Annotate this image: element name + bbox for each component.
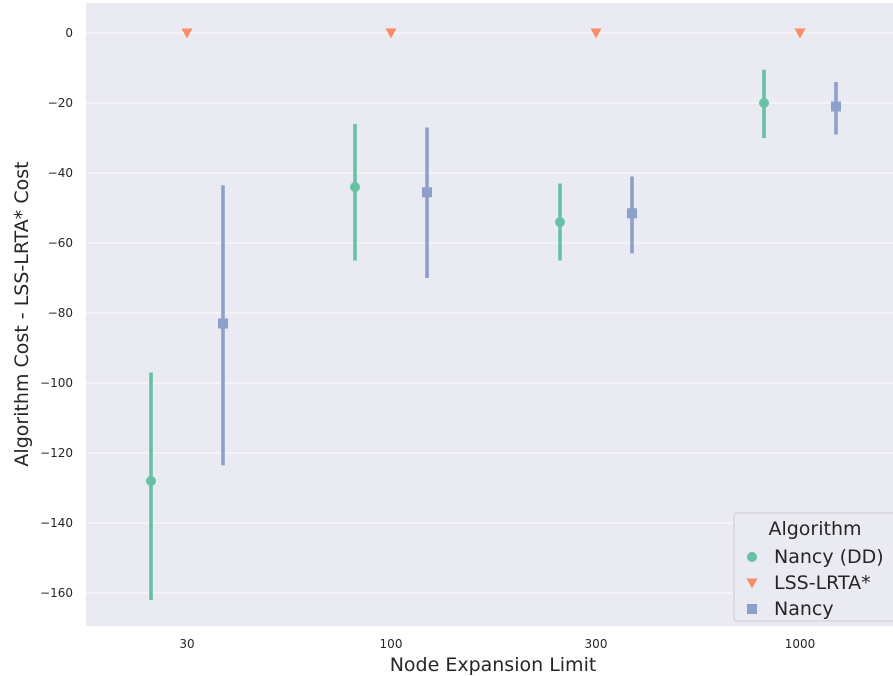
legend: Algorithm Nancy (DD) LSS-LRTA* Nancy	[733, 512, 893, 622]
legend-marker	[747, 604, 757, 614]
data-point	[350, 182, 360, 192]
data-point	[627, 208, 637, 219]
series-lss-lrta	[181, 28, 806, 39]
y-tick-label: −100	[40, 376, 73, 390]
legend-items: Nancy (DD) LSS-LRTA* Nancy	[746, 546, 884, 620]
x-tick-label: 100	[380, 637, 403, 651]
legend-label: Nancy	[774, 598, 834, 620]
data-point	[218, 318, 228, 329]
data-point	[555, 217, 565, 227]
data-marks	[146, 28, 841, 600]
y-axis-title: Algorithm Cost - LSS-LRTA* Cost	[11, 161, 33, 466]
y-tick-label: −20	[48, 96, 73, 110]
y-tick-label: −60	[48, 236, 73, 250]
legend-label: Nancy (DD)	[774, 546, 884, 568]
x-tick-label: 30	[179, 637, 194, 651]
data-point	[422, 187, 432, 198]
y-tick-label: −80	[48, 306, 73, 320]
y-tick-label: −120	[40, 446, 73, 460]
legend-marker	[746, 578, 758, 589]
grid-lines	[86, 32, 893, 594]
data-point	[590, 28, 602, 39]
data-point	[146, 476, 156, 486]
x-axis-title: Node Expansion Limit	[390, 654, 597, 676]
legend-marker	[747, 552, 757, 562]
data-point	[794, 28, 806, 39]
x-axis-ticks: 30 100 300 1000	[179, 637, 815, 651]
y-tick-label: −40	[48, 166, 73, 180]
data-point	[831, 101, 841, 112]
y-tick-label: 0	[65, 26, 73, 40]
data-point	[181, 28, 193, 39]
series-nancy	[218, 82, 841, 466]
data-point	[759, 98, 769, 108]
y-tick-label: −140	[40, 516, 73, 530]
x-tick-label: 1000	[785, 637, 816, 651]
data-point	[385, 28, 397, 39]
y-axis-ticks: 0 −20 −40 −60 −80 −100 −120 −140 −160	[40, 26, 73, 600]
legend-box	[733, 512, 893, 622]
legend-title: Algorithm	[768, 518, 861, 540]
series-nancy-dd	[146, 69, 769, 600]
x-tick-label: 300	[585, 637, 608, 651]
y-tick-label: −160	[40, 586, 73, 600]
legend-label: LSS-LRTA*	[774, 572, 871, 594]
